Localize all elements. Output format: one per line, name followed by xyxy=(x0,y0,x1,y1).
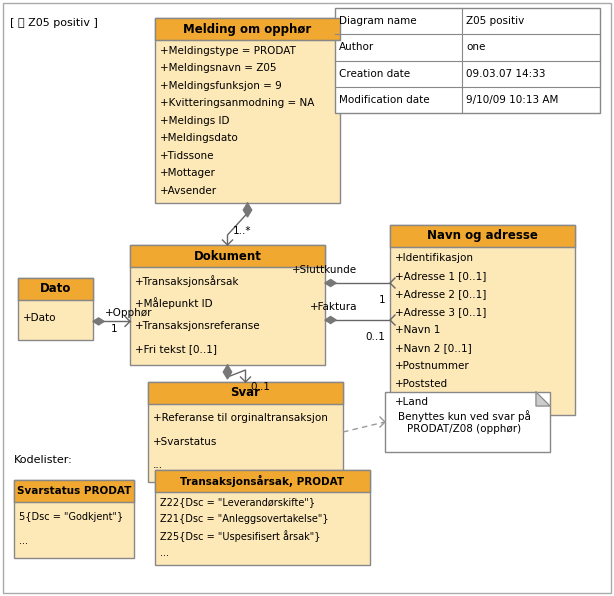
Text: +Identifikasjon: +Identifikasjon xyxy=(395,253,474,263)
Text: +Postnummer: +Postnummer xyxy=(395,361,470,371)
Polygon shape xyxy=(243,203,252,217)
Bar xyxy=(390,225,575,247)
Text: Navn og adresse: Navn og adresse xyxy=(427,229,538,243)
Text: +Meldingsnavn = Z05: +Meldingsnavn = Z05 xyxy=(160,63,276,73)
Bar xyxy=(130,245,325,365)
Text: Z05 positiv: Z05 positiv xyxy=(466,16,524,26)
Polygon shape xyxy=(536,392,550,406)
Bar xyxy=(155,18,340,203)
Bar xyxy=(390,225,575,415)
Text: +Fri tekst [0..1]: +Fri tekst [0..1] xyxy=(135,344,217,354)
Bar xyxy=(155,18,340,40)
Text: 0..1: 0..1 xyxy=(365,332,385,342)
Text: 09.03.07 14:33: 09.03.07 14:33 xyxy=(466,69,546,79)
Text: +Meldingsfunksjon = 9: +Meldingsfunksjon = 9 xyxy=(160,80,282,91)
Text: Z22{Dsc = "Leverandørskifte"}: Z22{Dsc = "Leverandørskifte"} xyxy=(160,497,315,507)
Text: 9/10/09 10:13 AM: 9/10/09 10:13 AM xyxy=(466,95,559,105)
Text: +Poststed: +Poststed xyxy=(395,379,448,389)
Text: one: one xyxy=(466,42,486,52)
Text: +Avsender: +Avsender xyxy=(160,186,217,195)
Text: +Adresse 3 [0..1]: +Adresse 3 [0..1] xyxy=(395,307,486,317)
Text: 1: 1 xyxy=(378,295,385,305)
Text: ...: ... xyxy=(160,548,169,558)
Text: Kodelister:: Kodelister: xyxy=(14,455,72,465)
Text: 0..1: 0..1 xyxy=(251,382,270,392)
Text: +Meldingstype = PRODAT: +Meldingstype = PRODAT xyxy=(160,45,296,55)
Text: ...: ... xyxy=(153,461,163,470)
Text: +Målepunkt ID: +Målepunkt ID xyxy=(135,297,212,309)
Text: +Adresse 2 [0..1]: +Adresse 2 [0..1] xyxy=(395,289,486,299)
Text: +Svarstatus: +Svarstatus xyxy=(153,437,217,447)
Text: +Dato: +Dato xyxy=(23,313,56,324)
Polygon shape xyxy=(223,365,231,379)
Polygon shape xyxy=(325,316,336,324)
Text: Creation date: Creation date xyxy=(339,69,410,79)
Text: +Mottager: +Mottager xyxy=(160,168,216,178)
Text: Melding om opphør: Melding om opphør xyxy=(184,23,312,36)
Text: 5{Dsc = "Godkjent"}: 5{Dsc = "Godkjent"} xyxy=(19,511,123,522)
Text: +Meldings ID: +Meldings ID xyxy=(160,116,230,126)
Text: +Sluttkunde: +Sluttkunde xyxy=(292,265,357,275)
Text: Transaksjonsårsak, PRODAT: Transaksjonsårsak, PRODAT xyxy=(181,475,344,487)
Text: [ 图 Z05 positiv ]: [ 图 Z05 positiv ] xyxy=(10,18,98,28)
Polygon shape xyxy=(325,280,336,287)
Polygon shape xyxy=(93,318,104,325)
Text: Svarstatus PRODAT: Svarstatus PRODAT xyxy=(17,486,131,496)
Bar xyxy=(335,8,600,113)
Bar xyxy=(14,480,134,502)
Text: +Navn 2 [0..1]: +Navn 2 [0..1] xyxy=(395,343,472,353)
Bar xyxy=(18,278,93,300)
Text: +Kvitteringsanmodning = NA: +Kvitteringsanmodning = NA xyxy=(160,98,314,108)
Text: +Opphør: +Opphør xyxy=(105,308,152,318)
Text: +Transaksjonsreferanse: +Transaksjonsreferanse xyxy=(135,321,260,331)
Text: Dokument: Dokument xyxy=(193,250,262,262)
Text: +Tidssone: +Tidssone xyxy=(160,151,214,161)
Text: +Faktura: +Faktura xyxy=(310,302,357,312)
Text: +Meldingsdato: +Meldingsdato xyxy=(160,133,239,143)
Text: 1..*: 1..* xyxy=(233,226,251,236)
Text: Dato: Dato xyxy=(40,283,71,296)
Bar xyxy=(130,245,325,267)
Text: +Transaksjonsårsak: +Transaksjonsårsak xyxy=(135,275,239,287)
Bar xyxy=(385,392,550,452)
Text: Svar: Svar xyxy=(230,386,260,399)
Text: 1: 1 xyxy=(111,324,118,334)
Bar xyxy=(18,278,93,340)
Text: Z25{Dsc = "Uspesifisert årsak"}: Z25{Dsc = "Uspesifisert årsak"} xyxy=(160,530,321,542)
Text: Diagram name: Diagram name xyxy=(339,16,417,26)
Text: +Adresse 1 [0..1]: +Adresse 1 [0..1] xyxy=(395,271,486,281)
Text: +Navn 1: +Navn 1 xyxy=(395,325,440,335)
Text: Benyttes kun ved svar på
PRODAT/Z08 (opphør): Benyttes kun ved svar på PRODAT/Z08 (opp… xyxy=(397,410,530,434)
Bar xyxy=(155,470,370,492)
Text: Author: Author xyxy=(339,42,375,52)
Text: ...: ... xyxy=(19,536,28,546)
Bar xyxy=(148,382,343,404)
Bar xyxy=(148,382,343,482)
Text: Z21{Dsc = "Anleggsovertakelse"}: Z21{Dsc = "Anleggsovertakelse"} xyxy=(160,514,328,524)
Bar xyxy=(14,480,134,558)
Text: +Land: +Land xyxy=(395,398,429,407)
Text: Modification date: Modification date xyxy=(339,95,430,105)
Text: +Referanse til orginaltransaksjon: +Referanse til orginaltransaksjon xyxy=(153,413,328,423)
Bar xyxy=(155,470,370,565)
